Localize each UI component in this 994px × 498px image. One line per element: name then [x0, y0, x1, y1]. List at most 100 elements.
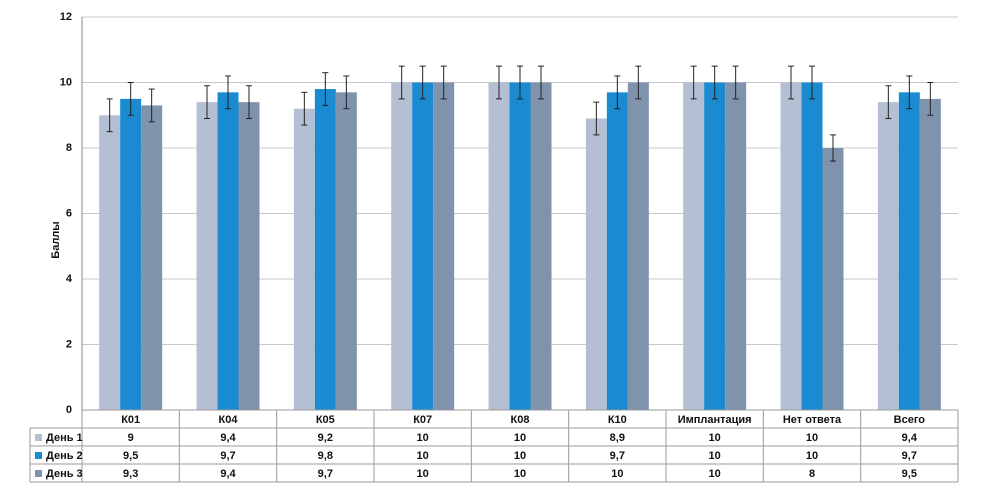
table-value: 9,2: [318, 432, 333, 444]
table-value: 10: [806, 432, 818, 444]
error-bar: [690, 65, 697, 100]
table-value: 9,7: [610, 450, 625, 462]
error-bar: [538, 65, 544, 100]
table-value: 10: [514, 468, 526, 480]
x-tick-label: К07: [413, 414, 432, 426]
legend-swatch: [35, 470, 42, 477]
table-value: 9,3: [123, 468, 138, 480]
error-bar: [127, 82, 134, 116]
y-tick-label: 6: [66, 207, 72, 219]
bar: [725, 82, 747, 410]
error-bar: [732, 65, 739, 100]
table-value: 10: [611, 468, 623, 480]
bar: [683, 82, 705, 410]
x-tick-label: К10: [608, 414, 627, 426]
error-bar: [927, 82, 934, 116]
error-bar: [148, 88, 155, 123]
y-tick-label: 0: [66, 404, 72, 416]
bar: [585, 118, 607, 411]
table-value: 8,9: [610, 432, 625, 444]
x-tick-label: Всего: [894, 414, 926, 426]
bar: [293, 108, 315, 410]
error-bar: [517, 65, 523, 100]
legend-label: День 1: [46, 432, 83, 444]
table-value: 9,7: [318, 468, 333, 480]
bar: [530, 82, 552, 410]
error-bar: [788, 65, 794, 100]
table-value: 9,4: [220, 468, 236, 480]
y-axis-label: Баллы: [50, 221, 62, 258]
error-bar: [496, 65, 502, 100]
table-value: 8: [809, 468, 815, 480]
error-bar: [343, 75, 350, 110]
bar: [627, 82, 649, 410]
x-tick-label: Имплантация: [678, 414, 752, 426]
table-value: 10: [417, 432, 429, 444]
error-bar: [225, 75, 231, 110]
legend-label: День 3: [46, 468, 83, 480]
bar: [509, 82, 531, 410]
bar: [99, 115, 121, 410]
table-value: 9: [128, 432, 134, 444]
bar: [606, 92, 628, 410]
bar: [238, 102, 260, 411]
table-value: 10: [709, 450, 721, 462]
error-bar: [301, 91, 308, 126]
table-value: 9,5: [123, 450, 138, 462]
bar: [919, 98, 941, 410]
error-bar: [593, 101, 600, 136]
table-value: 10: [417, 468, 429, 480]
error-bar: [246, 85, 252, 120]
bar: [141, 105, 163, 411]
y-tick-label: 10: [60, 76, 72, 88]
table-value: 9,7: [902, 450, 917, 462]
error-bar: [830, 134, 836, 162]
bar: [217, 92, 239, 410]
error-bar: [885, 85, 892, 120]
bar: [488, 82, 510, 410]
error-bar: [614, 75, 621, 110]
bar: [822, 148, 844, 410]
x-tick-label: Нет ответа: [783, 414, 842, 426]
error-bar: [419, 65, 426, 100]
error-bar: [322, 72, 329, 106]
y-tick-label: 2: [66, 338, 72, 350]
bar: [120, 98, 142, 410]
table-value: 9,4: [902, 432, 918, 444]
error-bar: [711, 65, 718, 100]
error-bar: [204, 85, 210, 120]
x-tick-label: К05: [316, 414, 335, 426]
legend-swatch: [35, 434, 42, 441]
error-bar: [440, 65, 447, 100]
x-tick-label: К01: [121, 414, 140, 426]
bar: [898, 92, 920, 410]
bar: [391, 82, 413, 410]
error-bar: [635, 65, 642, 100]
table-value: 9,7: [220, 450, 235, 462]
table-value: 9,8: [318, 450, 333, 462]
y-tick-label: 12: [60, 11, 72, 23]
table-value: 9,5: [902, 468, 917, 480]
table-value: 10: [417, 450, 429, 462]
table-value: 9,4: [220, 432, 236, 444]
table-value: 10: [709, 432, 721, 444]
bar: [801, 82, 823, 410]
error-bar: [398, 65, 405, 100]
x-tick-label: К04: [219, 414, 239, 426]
legend-label: День 2: [46, 450, 83, 462]
table-value: 10: [806, 450, 818, 462]
legend-swatch: [35, 452, 42, 459]
bar: [196, 102, 218, 411]
y-tick-label: 4: [66, 273, 73, 285]
bar: [433, 82, 455, 410]
y-tick-label: 8: [66, 142, 72, 154]
bar: [314, 89, 336, 411]
table-value: 10: [514, 432, 526, 444]
error-bar: [106, 98, 113, 133]
table-value: 10: [709, 468, 721, 480]
bar: [877, 102, 899, 411]
x-tick-label: К08: [511, 414, 530, 426]
table-value: 10: [514, 450, 526, 462]
bar: [704, 82, 726, 410]
